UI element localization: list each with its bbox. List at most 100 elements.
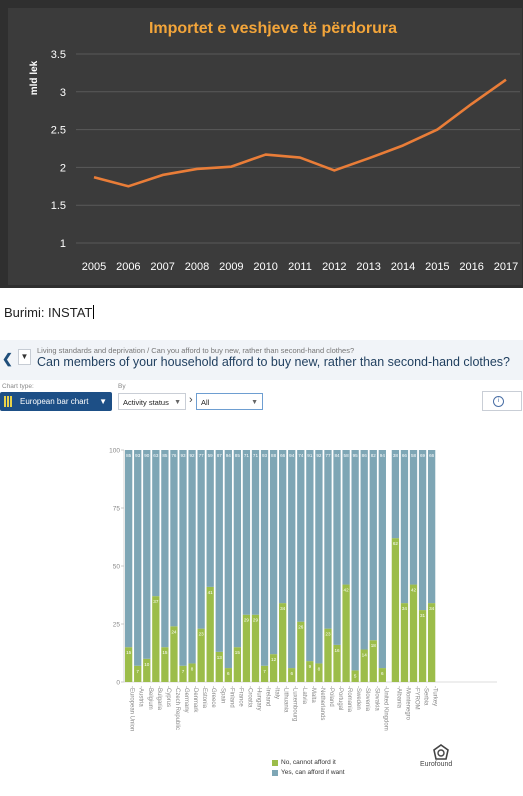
data-label: 8 xyxy=(318,666,321,671)
x-tick-label: 2012 xyxy=(322,261,346,273)
data-label: 59 xyxy=(208,453,214,458)
x-tick-label: -Latvia xyxy=(301,686,307,705)
info-icon: i xyxy=(493,396,504,407)
x-tick-label: -Belgium xyxy=(147,686,153,710)
data-label: 94 xyxy=(289,453,295,458)
x-tick-label: -FYROM xyxy=(414,686,420,710)
data-label: 34 xyxy=(402,606,408,611)
chart-type-label: Chart type: xyxy=(2,383,34,390)
bar-can-afford xyxy=(418,450,427,611)
x-tick-label: -Malta xyxy=(310,686,316,703)
filter-select[interactable]: All ▼ xyxy=(196,393,263,410)
data-label: 92 xyxy=(190,453,196,458)
bar-can-afford xyxy=(400,450,409,604)
data-label: 5 xyxy=(354,673,357,678)
x-tick-label: -Denmark xyxy=(192,686,198,713)
bar-cannot-afford xyxy=(197,628,205,682)
data-label: 93 xyxy=(180,453,186,458)
bar-can-afford xyxy=(179,450,187,666)
data-label: 7 xyxy=(136,669,139,674)
bar-cannot-afford xyxy=(333,644,341,682)
bar-can-afford xyxy=(378,450,386,669)
y-tick-label: 3.5 xyxy=(51,49,66,61)
data-label: 7 xyxy=(263,669,266,674)
data-label: 76 xyxy=(171,453,177,458)
y-tick-label: 3 xyxy=(60,87,66,99)
data-label: 6 xyxy=(381,671,384,676)
x-tick-label: 2011 xyxy=(288,261,312,273)
eurofound-logo: Eurofound xyxy=(420,744,460,772)
x-tick-label: -Serbia xyxy=(423,686,429,706)
source-text[interactable]: Burimi: INSTAT xyxy=(4,305,95,320)
x-tick-label: -Sweden xyxy=(355,686,361,710)
data-label: 66 xyxy=(402,453,408,458)
data-label: 74 xyxy=(298,453,304,458)
x-tick-label: -Ireland xyxy=(265,686,271,706)
bar-can-afford xyxy=(242,450,251,615)
legend-item: Yes, can afford if want xyxy=(272,768,345,778)
x-tick-label: 2017 xyxy=(494,261,518,273)
y-tick-label: 100 xyxy=(109,448,120,455)
chart-type-select[interactable]: European bar chart ▼ xyxy=(0,392,112,411)
bar-can-afford xyxy=(152,450,160,597)
by-label: By xyxy=(118,383,126,390)
bar-cannot-afford xyxy=(400,603,409,682)
bar-cannot-afford xyxy=(418,610,427,682)
x-tick-label: -Slovenia xyxy=(364,686,370,712)
x-tick-label: 2015 xyxy=(425,261,449,273)
y-axis-label: mld lek xyxy=(29,60,40,95)
chevron-left-icon[interactable]: ❮ xyxy=(2,351,13,366)
x-tick-label: -Montenegro xyxy=(404,686,410,721)
bar-cannot-afford xyxy=(233,647,242,682)
activity-status-select[interactable]: Activity status ▼ xyxy=(118,393,186,410)
bar-cannot-afford xyxy=(242,614,251,682)
bar-can-afford xyxy=(188,450,196,664)
data-label: 29 xyxy=(244,618,250,623)
x-tick-label: -Greece xyxy=(210,686,216,708)
data-label: 90 xyxy=(144,453,150,458)
data-label: 66 xyxy=(429,453,435,458)
x-tick-label: 2009 xyxy=(219,261,243,273)
data-label: 42 xyxy=(411,588,417,593)
x-tick-label: -Austria xyxy=(138,686,144,707)
x-tick-label: 2005 xyxy=(82,261,106,273)
x-tick-label: -Cyprus xyxy=(165,686,171,707)
bar-can-afford xyxy=(427,450,436,604)
data-label: 88 xyxy=(271,453,277,458)
bar-cannot-afford xyxy=(351,670,359,682)
eurofound-logo-icon xyxy=(433,744,449,760)
info-button[interactable]: i xyxy=(482,391,522,411)
bar-can-afford xyxy=(269,450,278,655)
bar-can-afford xyxy=(224,450,232,669)
data-label: 9 xyxy=(309,664,312,669)
bar-cannot-afford xyxy=(378,668,386,682)
x-tick-label: -European Union xyxy=(129,686,135,731)
x-tick-label: -Estonia xyxy=(201,686,207,709)
data-label: 62 xyxy=(393,541,399,546)
page-title: Can members of your household afford to … xyxy=(37,355,510,369)
legend-swatch xyxy=(272,770,278,776)
data-label: 86 xyxy=(362,453,368,458)
bar-can-afford xyxy=(215,450,223,652)
bar-can-afford xyxy=(143,450,151,659)
x-tick-label: -Croatia xyxy=(246,686,252,708)
data-label: 7 xyxy=(182,669,185,674)
bar-can-afford xyxy=(134,450,142,666)
caret-down-icon[interactable]: ▼ xyxy=(18,349,31,365)
y-tick-label: 2 xyxy=(60,162,66,174)
x-tick-label: -France xyxy=(237,686,243,707)
bar-cannot-afford xyxy=(224,668,232,682)
y-tick-label: 1 xyxy=(60,238,66,250)
data-label: 34 xyxy=(429,606,435,611)
bar-can-afford xyxy=(125,450,133,648)
x-tick-label: 2010 xyxy=(253,261,277,273)
x-tick-label: -Poland xyxy=(328,686,334,707)
legend-swatch xyxy=(272,760,278,766)
x-tick-label: -United Kingdom xyxy=(382,686,388,731)
x-tick-label: 2007 xyxy=(150,261,174,273)
x-tick-label: 2016 xyxy=(459,261,483,273)
bar-cannot-afford xyxy=(391,538,400,682)
bar-cannot-afford xyxy=(179,665,187,682)
x-tick-label: -Czech Republic xyxy=(174,686,180,730)
data-label: 23 xyxy=(325,632,331,637)
